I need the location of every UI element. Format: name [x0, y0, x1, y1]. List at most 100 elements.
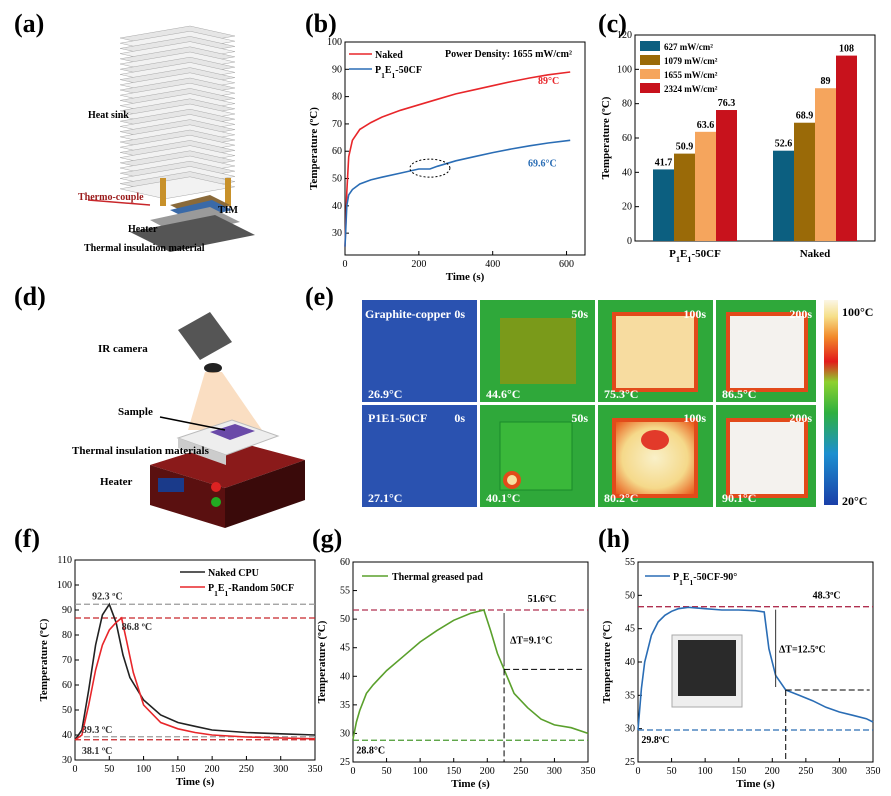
bar-value-label: 63.6 — [697, 120, 715, 131]
y-tick-label: 80 — [62, 630, 72, 641]
y-tick-label: 90 — [62, 605, 72, 616]
x-tick-label: 0 — [351, 766, 356, 777]
x-tick-label: 150 — [731, 766, 746, 777]
ir-time: 200s — [789, 307, 812, 321]
reference-label: 51.6°C — [528, 594, 557, 605]
panel-label-c: (c) — [598, 9, 627, 38]
label-insulation-a: Thermal insulation material — [84, 243, 205, 254]
heat-sink-fins — [119, 25, 236, 200]
y-tick-label: 90 — [332, 64, 342, 75]
panel-label-d: (d) — [14, 282, 46, 311]
color-scale-min: 20°C — [842, 494, 867, 508]
x-tick-label: 50 — [667, 766, 677, 777]
panel-label-g: (g) — [312, 524, 342, 553]
x-tick-label: 100 — [698, 766, 713, 777]
bar-value-label: 50.9 — [676, 142, 694, 153]
y-tick-label: 45 — [340, 643, 350, 654]
y-tick-label: 30 — [625, 724, 635, 735]
x-tick-label: 350 — [581, 766, 596, 777]
reference-label: 29.8ºC — [641, 735, 669, 746]
ir-time: 50s — [571, 411, 588, 425]
heater-display — [158, 478, 184, 492]
x-tick-label: 200 — [480, 766, 495, 777]
series-line — [637, 606, 874, 731]
bar — [674, 153, 695, 241]
panel-label-a: (a) — [14, 9, 44, 38]
y-tick-label: 40 — [625, 657, 635, 668]
reference-label: 28.8°C — [356, 745, 385, 756]
inset-sample — [678, 640, 736, 696]
bar — [836, 55, 857, 241]
ir-temp: 44.6°C — [486, 387, 520, 401]
ir-camera-body — [178, 312, 232, 360]
series-line — [344, 71, 571, 247]
series-line — [344, 139, 571, 247]
y-tick-label: 45 — [625, 624, 635, 635]
delta-label: ΔT=12.5ºC — [779, 644, 826, 655]
ir-hotspot — [507, 475, 517, 485]
x-tick-label: 350 — [308, 764, 323, 775]
ir-time: 100s — [683, 307, 706, 321]
ir-beam — [188, 372, 262, 430]
ir-hotspot — [641, 430, 669, 450]
x-tick-label: 0 — [636, 766, 641, 777]
x-category-label: P1E1-50CF — [669, 248, 721, 264]
y-tick-label: 55 — [625, 557, 635, 568]
ir-image-grid — [362, 300, 816, 507]
y-tick-label: 60 — [340, 557, 350, 568]
y-axis-label: Temperature (ºC) — [308, 107, 320, 190]
ir-sample-spot — [730, 422, 804, 494]
bar — [815, 88, 836, 241]
ir-temp: 27.1°C — [368, 491, 402, 505]
legend-label: P1E1-50CF-90° — [673, 572, 737, 587]
ir-row-name: Graphite-copper — [365, 307, 452, 321]
x-tick-label: 150 — [446, 766, 461, 777]
x-axis-label: Time (s) — [451, 778, 490, 790]
power-density-note: Power Density: 1655 mW/cm² — [445, 49, 572, 60]
label-sample: Sample — [118, 406, 153, 418]
label-heater-a: Heater — [128, 224, 158, 235]
y-axis-label: Temperature (ºC) — [601, 620, 613, 703]
label-thermocouple: Thermo-couple — [78, 192, 144, 203]
x-tick-label: 100 — [413, 766, 428, 777]
label-heater-d: Heater — [100, 476, 132, 488]
bar — [773, 150, 794, 241]
bar-value-label: 52.6 — [775, 139, 793, 150]
x-tick-label: 250 — [239, 764, 254, 775]
ir-sample-spot — [616, 316, 694, 388]
label-insulation-d: Thermal insulation materials — [72, 445, 210, 457]
label-tim: TIM — [218, 205, 239, 216]
legend-label: Naked — [375, 50, 403, 61]
ir-temp: 80.2°C — [604, 491, 638, 505]
y-tick-label: 50 — [62, 705, 72, 716]
x-tick-label: 300 — [547, 766, 562, 777]
ir-temp: 86.5°C — [722, 387, 756, 401]
legend-label: 2324 mW/cm² — [664, 84, 718, 94]
y-tick-label: 30 — [332, 228, 342, 239]
reference-label: 86.8 ºC — [122, 622, 153, 633]
heater-side — [225, 460, 305, 528]
panel-label-b: (b) — [305, 9, 337, 38]
x-tick-label: 300 — [832, 766, 847, 777]
x-tick-label: 250 — [798, 766, 813, 777]
x-tick-label: 350 — [866, 766, 881, 777]
x-tick-label: 150 — [170, 764, 185, 775]
x-tick-label: 300 — [273, 764, 288, 775]
panel-label-f: (f) — [14, 524, 40, 553]
legend-label: Thermal greased pad — [392, 572, 483, 583]
y-tick-label: 60 — [622, 133, 632, 144]
y-tick-label: 55 — [340, 586, 350, 597]
panel-label-e: (e) — [305, 282, 334, 311]
label-heat-sink: Heat sink — [88, 110, 129, 121]
bar — [695, 131, 716, 241]
bar — [653, 169, 674, 241]
y-tick-label: 50 — [340, 614, 350, 625]
chart-b-temperature-vs-time: 30 40 50 60 70 80 90 100 0 200 400 600 Time (s) Tempe… — [308, 37, 586, 283]
ir-row-name: P1E1-50CF — [368, 411, 427, 425]
y-tick-label: 110 — [57, 555, 72, 566]
y-tick-label: 50 — [625, 590, 635, 601]
legend-swatch — [640, 41, 660, 51]
bar-value-label: 89 — [821, 76, 831, 87]
